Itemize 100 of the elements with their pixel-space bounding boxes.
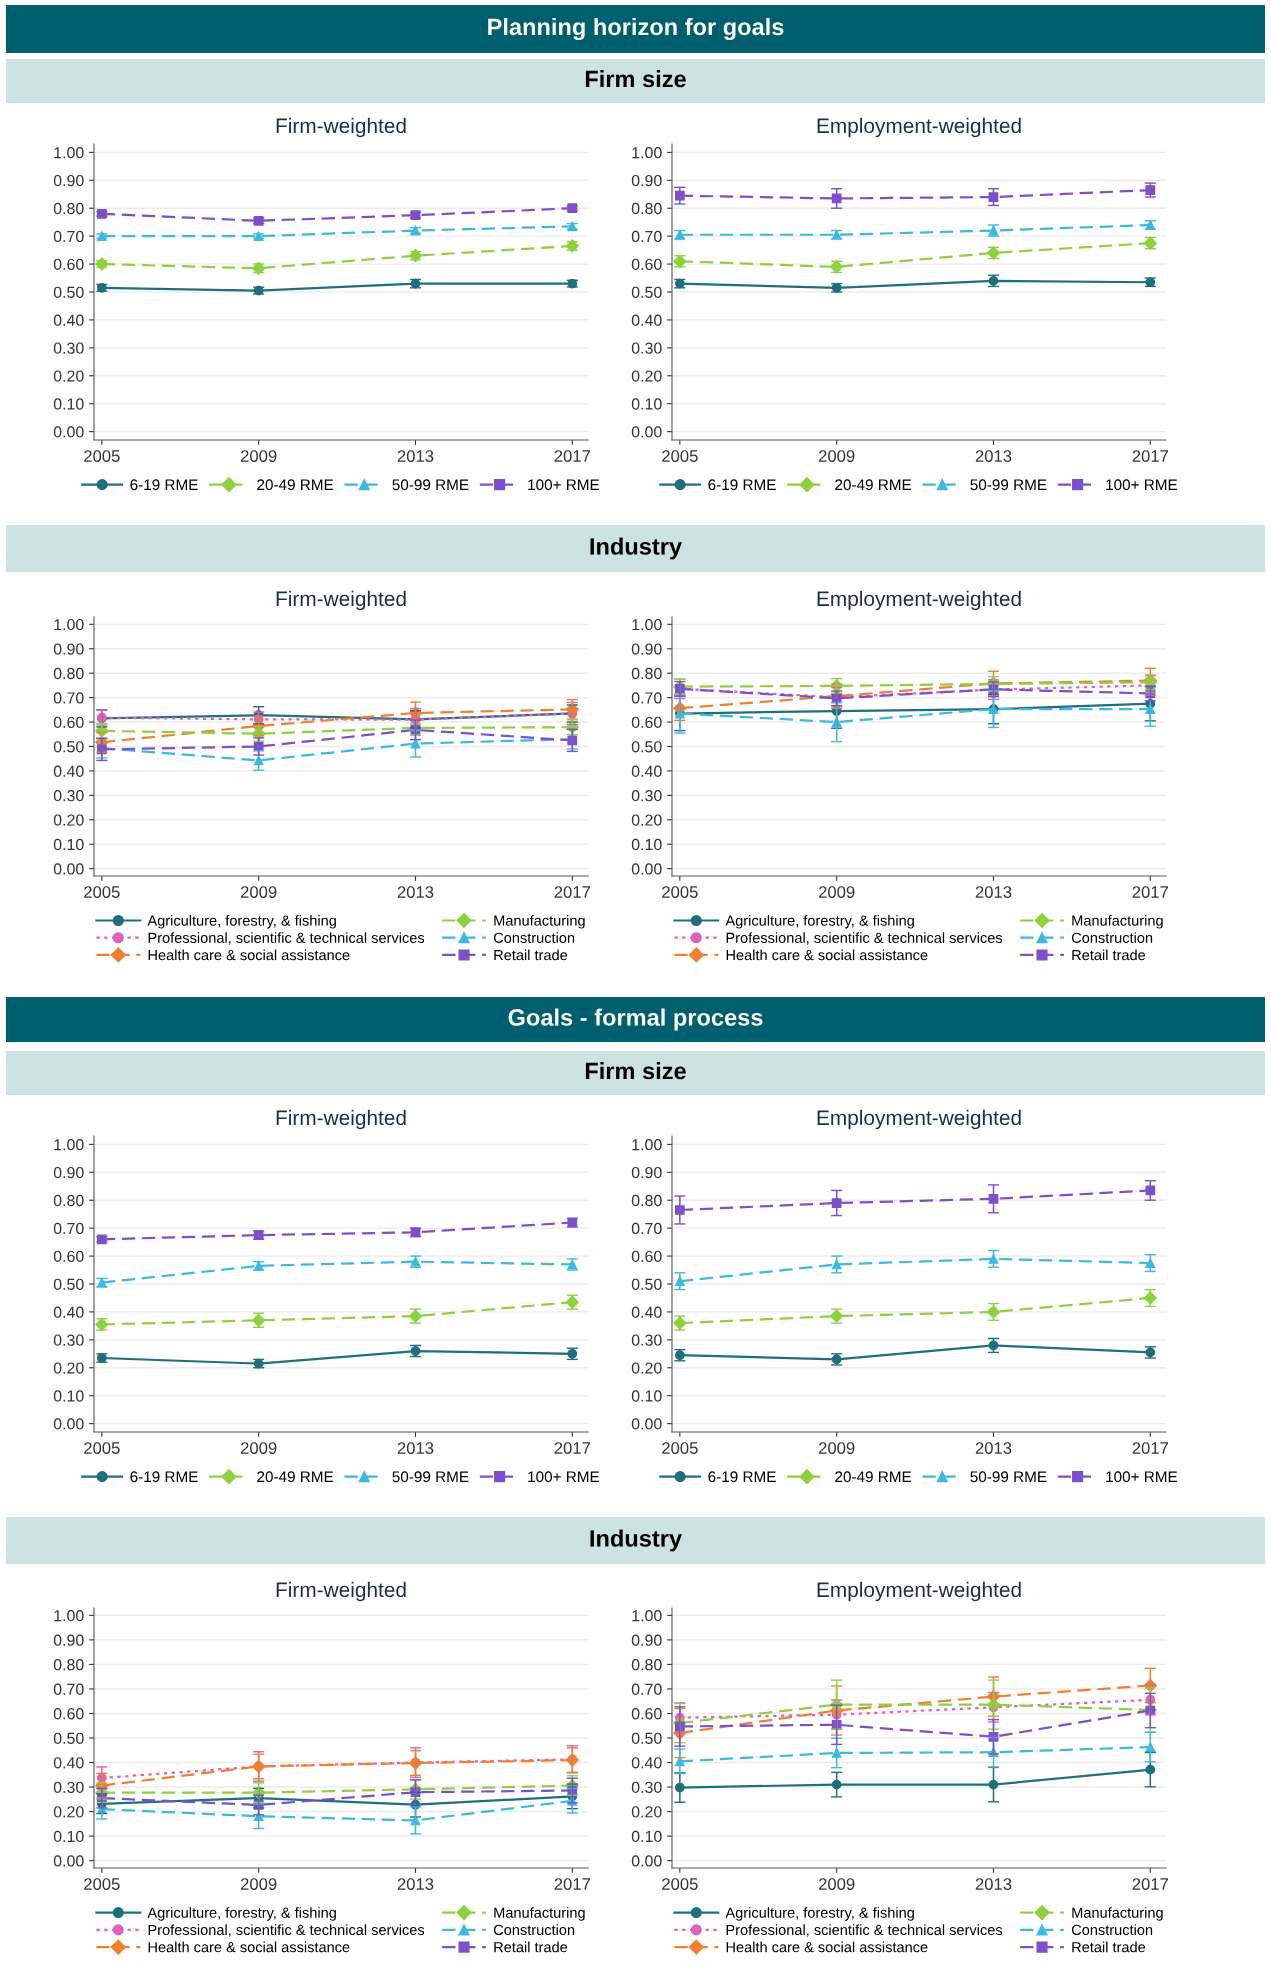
chart-title: Employment-weighted (817, 117, 1021, 138)
y-tick-label: 0.40 (53, 1306, 84, 1318)
legend-label: 100+ RME (1106, 1471, 1178, 1483)
y-tick-label: 0.10 (53, 398, 84, 410)
y-tick-label: 0.80 (631, 667, 662, 680)
x-tick-label: 2013 (975, 450, 1012, 462)
legend-label: Construction (1071, 932, 1153, 943)
y-tick-label: 0.50 (631, 1732, 662, 1744)
x-tick-label: 2005 (662, 886, 698, 898)
y-tick-label: 1.00 (54, 1609, 84, 1622)
y-tick-label: 1.00 (54, 1139, 84, 1151)
x-tick-label: 2017 (554, 1878, 591, 1890)
text: Firm size (585, 70, 686, 88)
y-tick-label: 0.70 (53, 692, 84, 704)
y-tick-label: 0.60 (53, 1708, 84, 1720)
y-tick-label: 0.10 (631, 1830, 662, 1843)
x-tick-label: 2013 (397, 450, 434, 462)
y-tick-label: 0.80 (53, 1659, 84, 1671)
legend-label: Health care & social assistance (726, 949, 928, 961)
x-tick-label: 2005 (84, 1878, 120, 1890)
y-tick-label: 0.90 (53, 174, 84, 187)
x-tick-label: 2009 (818, 1442, 855, 1454)
y-tick-label: 0.10 (53, 838, 84, 851)
y-tick-label: 0.60 (631, 1708, 662, 1720)
x-tick-label: 2013 (975, 1878, 1012, 1890)
legend-label: 50-99 RME (392, 479, 469, 491)
x-tick-label: 2017 (554, 1442, 591, 1454)
chart-title: Employment-weighted (817, 1109, 1021, 1130)
legend-label: Retail trade (1072, 949, 1146, 961)
legend-label: 20-49 RME (257, 1471, 334, 1483)
x-tick-label: 2009 (240, 450, 277, 462)
y-tick-label: 0.40 (631, 1757, 662, 1769)
y-tick-label: 0.70 (631, 230, 662, 243)
x-tick-label: 2005 (84, 450, 120, 462)
y-tick-label: 0.40 (53, 314, 84, 326)
legend-label: Construction (1071, 1924, 1153, 1936)
legend-label: Construction (493, 932, 575, 943)
y-tick-label: 0.30 (631, 342, 662, 354)
legend-label: 20-49 RME (835, 1471, 912, 1483)
legend-label: Retail trade (494, 1941, 568, 1953)
legend-label: 50-99 RME (970, 1471, 1047, 1483)
y-tick-label: 0.80 (631, 1194, 662, 1207)
y-tick-label: 0.00 (631, 1855, 662, 1867)
legend-label: 6-19 RME (708, 1471, 776, 1483)
y-tick-label: 0.70 (53, 1222, 84, 1235)
legend-label: Retail trade (494, 949, 568, 961)
y-tick-label: 0.00 (631, 426, 662, 438)
y-tick-label: 0.50 (53, 286, 84, 298)
y-tick-label: 0.00 (631, 1418, 662, 1430)
y-tick-label: 0.90 (631, 643, 662, 655)
text: Industry (590, 1529, 682, 1552)
y-tick-label: 0.30 (53, 790, 84, 802)
legend-label: 6-19 RME (130, 1471, 198, 1483)
y-tick-label: 1.00 (632, 1609, 662, 1622)
x-tick-label: 2009 (240, 1442, 277, 1454)
y-tick-label: 0.50 (53, 1732, 84, 1744)
x-tick-label: 2013 (397, 886, 434, 898)
y-tick-label: 0.40 (631, 765, 662, 777)
y-tick-label: 0.20 (53, 370, 84, 382)
y-tick-label: 0.30 (53, 342, 84, 354)
legend-label: 6-19 RME (130, 479, 198, 491)
y-tick-label: 0.70 (631, 1222, 662, 1235)
x-tick-label: 2013 (975, 886, 1012, 898)
y-tick-label: 1.00 (632, 618, 662, 631)
y-tick-label: 0.90 (53, 1166, 84, 1179)
y-tick-label: 0.80 (53, 667, 84, 680)
legend-label: 20-49 RME (257, 479, 334, 491)
x-tick-label: 2009 (240, 886, 277, 898)
x-tick-label: 2009 (818, 450, 855, 462)
y-tick-label: 0.30 (53, 1334, 84, 1346)
y-tick-label: 0.90 (631, 174, 662, 187)
text: Planning horizon for goals (488, 17, 784, 41)
legend-label: Professional, scientific & technical services (726, 1924, 1003, 1937)
legend-label: 6-19 RME (708, 479, 776, 491)
text: Goals - formal process (508, 1008, 763, 1031)
y-tick-label: 0.90 (631, 1166, 662, 1179)
x-tick-label: 2009 (818, 886, 855, 898)
y-tick-label: 0.70 (631, 1683, 662, 1695)
y-tick-label: 0.70 (631, 692, 662, 704)
legend-label: Manufacturing (1072, 915, 1163, 929)
legend-label: Construction (493, 1924, 575, 1936)
y-tick-label: 0.00 (631, 863, 662, 875)
y-tick-label: 0.10 (631, 398, 662, 410)
legend-label: Professional, scientific & technical services (726, 932, 1003, 945)
legend-label: Agriculture, forestry, & fishing (725, 915, 914, 929)
legend-label: Health care & social assistance (148, 949, 350, 961)
y-tick-label: 0.60 (53, 258, 84, 271)
legend-label: Professional, scientific & technical services (148, 932, 425, 945)
y-tick-label: 0.80 (53, 1194, 84, 1207)
chart-title: Employment-weighted (817, 590, 1021, 611)
text: Firm size (585, 1061, 686, 1080)
x-tick-label: 2017 (554, 886, 591, 898)
legend-label: Retail trade (1072, 1941, 1146, 1953)
y-tick-label: 1.00 (54, 618, 84, 631)
y-tick-label: 0.30 (631, 1334, 662, 1346)
x-tick-label: 2005 (662, 450, 698, 462)
chart-title: Firm-weighted (276, 1581, 406, 1602)
chart-title: Employment-weighted (817, 1581, 1021, 1602)
y-tick-label: 0.30 (53, 1781, 84, 1793)
y-tick-label: 0.40 (631, 314, 662, 326)
